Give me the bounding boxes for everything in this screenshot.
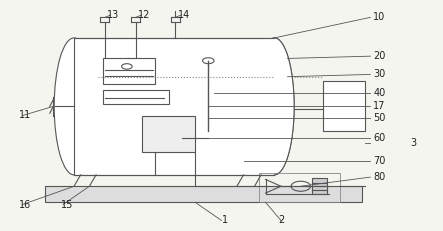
Bar [312,178,327,194]
Text: 14: 14 [178,10,190,20]
Bar [323,81,365,131]
Text: 17: 17 [373,101,386,111]
Text: 80: 80 [373,172,385,182]
Bar [259,173,340,202]
Bar [46,186,362,202]
Bar [103,58,155,84]
Text: 10: 10 [373,12,385,22]
Text: 70: 70 [373,156,386,166]
Bar [103,90,169,104]
Text: 12: 12 [138,10,150,20]
Text: 16: 16 [19,200,31,210]
Text: 50: 50 [373,113,386,123]
Ellipse shape [54,38,94,175]
Bar [142,116,195,152]
Text: 60: 60 [373,133,385,143]
Bar [74,38,274,175]
Text: 30: 30 [373,70,385,79]
Text: 1: 1 [222,216,228,225]
Text: 11: 11 [19,110,31,121]
Text: 2: 2 [279,216,285,225]
Text: 15: 15 [61,200,73,210]
Text: 40: 40 [373,88,385,98]
Text: 3: 3 [411,138,417,148]
Text: 13: 13 [107,10,119,20]
Ellipse shape [255,38,294,175]
Text: 20: 20 [373,51,386,61]
